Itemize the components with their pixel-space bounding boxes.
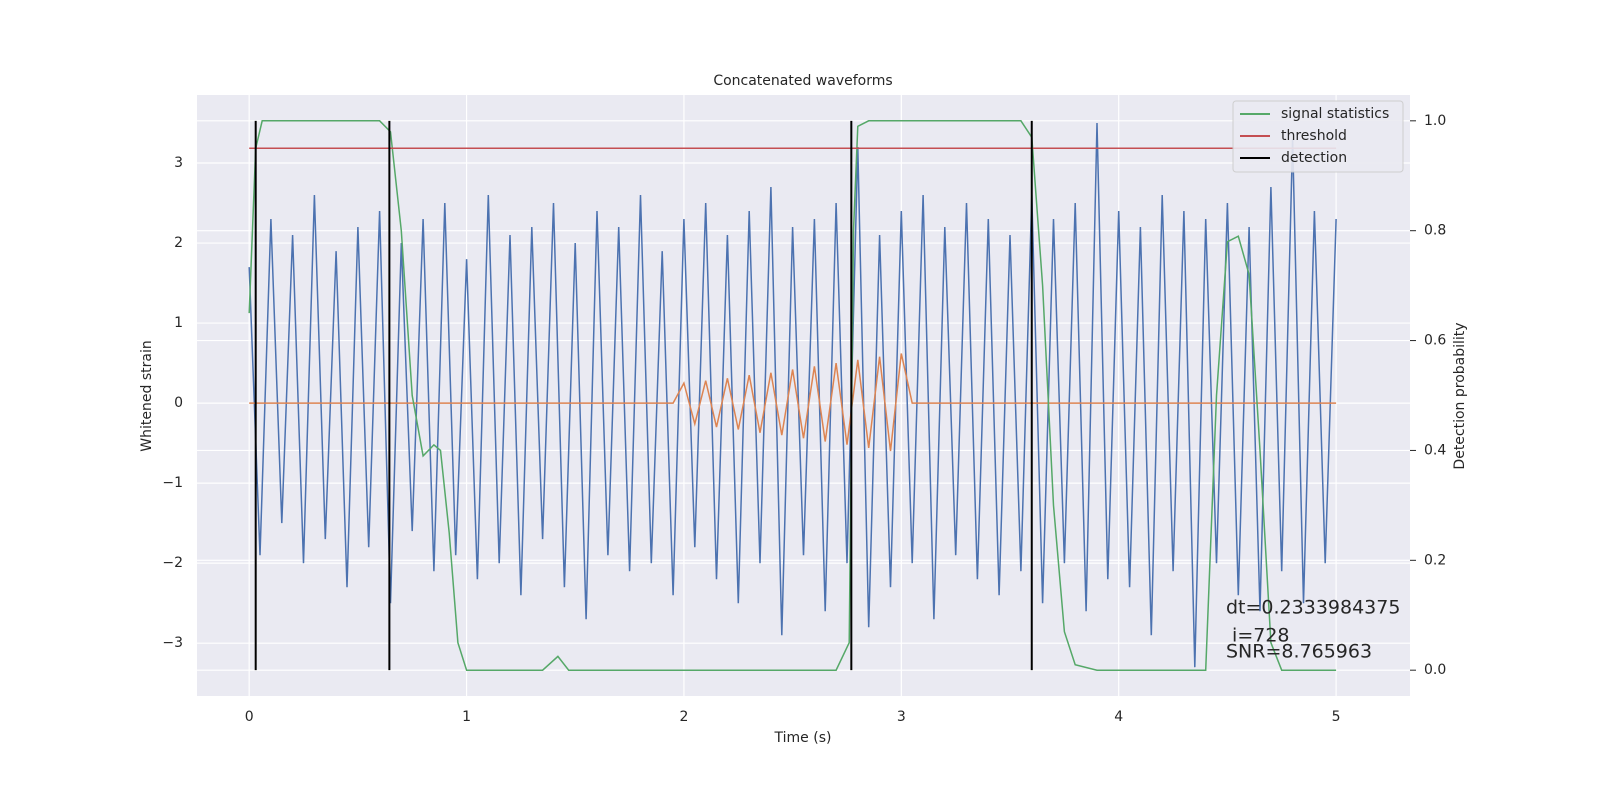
y2-tick-label: 0.0 xyxy=(1424,662,1446,678)
legend-label: threshold xyxy=(1281,128,1347,144)
legend-box xyxy=(1232,100,1404,173)
series-line xyxy=(248,120,1337,671)
annotation: SNR=8.765963 xyxy=(1226,641,1372,663)
y-tick-label: 3 xyxy=(174,155,183,171)
y-tick-label: 0 xyxy=(174,395,183,411)
x-tick-label: 5 xyxy=(1332,709,1341,725)
y-tick-label: 1 xyxy=(174,315,183,331)
annotation: i=728 xyxy=(1226,625,1290,647)
x-tick-label: 4 xyxy=(1114,709,1123,725)
y-axis-label: Whitened strain xyxy=(139,340,155,451)
annotation: dt=0.2333984375 xyxy=(1226,597,1400,619)
series-line xyxy=(248,122,1337,668)
y-tick-label: −2 xyxy=(162,555,183,571)
y2-tick-label: 0.8 xyxy=(1424,223,1446,239)
y2-tick-label: 0.6 xyxy=(1424,333,1446,349)
y2-axis-label: Detection probability xyxy=(1452,322,1468,469)
y-tick-label: −1 xyxy=(162,475,183,491)
series-line xyxy=(249,353,1337,452)
x-tick-label: 0 xyxy=(245,709,254,725)
legend-label: detection xyxy=(1281,150,1347,166)
x-axis-label: Time (s) xyxy=(774,730,832,746)
y2-tick-label: 1.0 xyxy=(1424,113,1446,129)
chart-title: Concatenated waveforms xyxy=(713,73,892,89)
x-tick-label: 3 xyxy=(897,709,906,725)
y-tick-label: 2 xyxy=(174,235,183,251)
y2-tick-label: 0.4 xyxy=(1424,442,1446,458)
y-tick-label: −3 xyxy=(162,635,183,651)
y2-tick-label: 0.2 xyxy=(1424,552,1446,568)
x-tick-label: 1 xyxy=(462,709,471,725)
plot-area xyxy=(197,95,1410,696)
x-tick-label: 2 xyxy=(679,709,688,725)
legend-label: signal statistics xyxy=(1281,106,1389,122)
